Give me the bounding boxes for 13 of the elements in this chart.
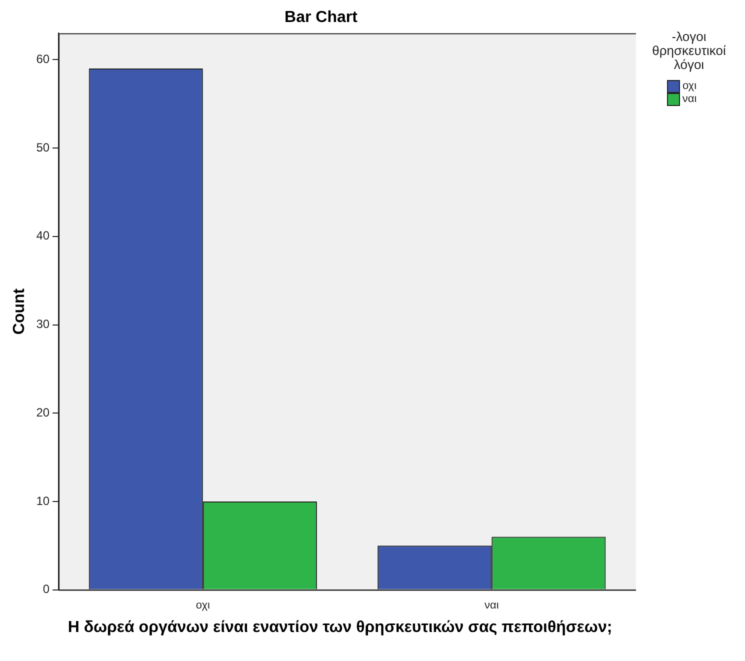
y-tick-label: 30 (36, 317, 50, 332)
y-tick-label: 40 (36, 228, 50, 243)
x-axis-title: Η δωρεά οργάνων είναι εναντίον των θρησκευτικών σας πεποιθήσεων; (66, 618, 614, 637)
y-tick-label: 0 (42, 582, 50, 596)
legend-title: -λογοι θρησκευτικοί λόγοι (651, 29, 727, 72)
legend-label: οχι (682, 80, 697, 93)
y-tick-label: 50 (36, 140, 50, 154)
y-tick-label: 60 (36, 52, 50, 66)
y-tick-label: 10 (36, 494, 50, 508)
legend-label: ναι (682, 93, 697, 106)
y-axis-title: Count (11, 288, 28, 335)
y-tick-label: 20 (36, 405, 50, 420)
chart-title: Bar Chart (284, 9, 358, 26)
